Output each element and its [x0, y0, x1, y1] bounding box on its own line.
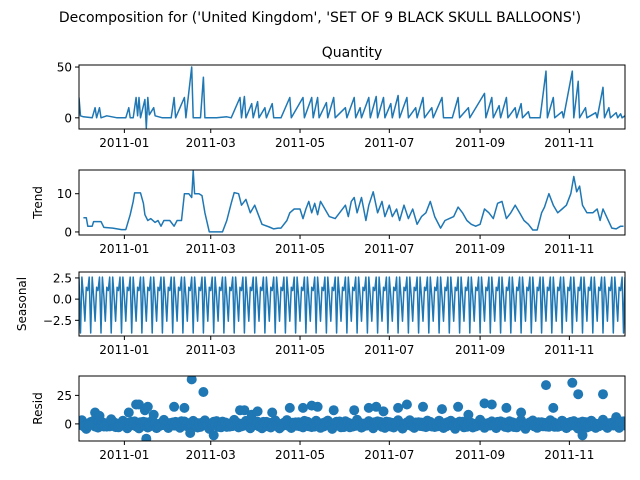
- seasonal-y-tick-label: 0.0: [53, 293, 72, 307]
- seasonal-x-tick-label: 2011-01: [99, 343, 149, 357]
- resid-point: [573, 389, 584, 400]
- seasonal-series-line: [79, 276, 625, 334]
- quantity-x-tick-label: 2011-09: [455, 136, 505, 150]
- seasonal-x-tick-label: 2011-03: [186, 343, 236, 357]
- resid-y-tick-label: 25: [57, 389, 72, 403]
- trend-x-tick-label: 2011-09: [455, 242, 505, 256]
- resid-point: [185, 428, 196, 438]
- resid-point: [239, 405, 250, 416]
- resid-point: [179, 402, 190, 413]
- trend-panel: 2011-01 2011-03 2011-05 2011-07 2011-09 2011-…: [31, 169, 626, 256]
- trend-x-tick-label: 2011-03: [186, 242, 236, 256]
- resid-x-tick-label: 2011-07: [364, 448, 414, 462]
- resid-point: [98, 421, 109, 432]
- quantity-plot-area: [79, 66, 625, 129]
- seasonal-x-tick-label: 2011-07: [364, 343, 414, 357]
- trend-axes-frame: [78, 169, 626, 236]
- resid-point: [141, 433, 152, 441]
- quantity-x-tick-label: 2011-11: [544, 136, 594, 150]
- resid-y-tick-label: 0: [64, 417, 72, 431]
- quantity-y-tick-label: 50: [57, 61, 72, 75]
- seasonal-x-tick-label: 2011-05: [275, 343, 325, 357]
- resid-plot-area: [79, 376, 625, 441]
- resid-point: [463, 409, 474, 420]
- seasonal-y-axis-label: Seasonal: [15, 277, 29, 331]
- quantity-x-tick-label: 2011-07: [364, 136, 414, 150]
- resid-point: [615, 416, 625, 427]
- seasonal-panel: 2011-01 2011-03 2011-05 2011-07 2011-09 2011-…: [15, 271, 626, 357]
- figure-title: Decomposition for ('United Kingdom', 'SE…: [59, 10, 581, 26]
- resid-point: [437, 404, 447, 415]
- resid-point: [186, 376, 197, 385]
- resid-point: [267, 407, 278, 418]
- resid-point: [94, 410, 105, 421]
- resid-y-axis-label: Resid: [31, 392, 45, 424]
- quantity-axes-frame: [78, 64, 626, 130]
- resid-point: [548, 402, 559, 413]
- resid-point: [501, 402, 512, 413]
- seasonal-plot-area: [79, 276, 625, 334]
- resid-panel: 2011-01 2011-03 2011-05 2011-07 2011-09 2011-…: [31, 375, 626, 462]
- resid-point: [123, 407, 134, 418]
- resid-point: [284, 402, 295, 413]
- quantity-panel: 2011-01 2011-03 2011-05 2011-07 2011-09 2011-…: [57, 45, 626, 150]
- seasonal-x-tick-label: 2011-09: [455, 343, 505, 357]
- trend-series-line: [83, 170, 624, 233]
- resid-point: [453, 401, 464, 412]
- resid-point: [208, 430, 219, 441]
- resid-point: [169, 401, 180, 412]
- resid-point: [142, 401, 153, 412]
- resid-x-tick-label: 2011-03: [186, 448, 236, 462]
- resid-point: [516, 407, 527, 418]
- resid-point: [298, 402, 308, 413]
- trend-y-axis-label: Trend: [31, 186, 45, 220]
- resid-point: [371, 401, 382, 412]
- trend-plot-area: [83, 170, 624, 233]
- seasonal-x-tick-label: 2011-11: [544, 343, 594, 357]
- seasonal-y-tick-label: −2.5: [43, 314, 72, 328]
- resid-point: [567, 377, 578, 388]
- resid-point: [418, 401, 428, 412]
- resid-x-tick-label: 2011-11: [544, 448, 594, 462]
- resid-point: [393, 402, 404, 413]
- quantity-x-tick-label: 2011-03: [186, 136, 236, 150]
- resid-point: [349, 405, 360, 416]
- quantity-series-line: [79, 66, 625, 129]
- resid-x-tick-label: 2011-01: [99, 448, 149, 462]
- resid-point: [401, 399, 412, 410]
- resid-x-tick-label: 2011-09: [455, 448, 505, 462]
- resid-point: [577, 430, 588, 441]
- quantity-title: Quantity: [322, 45, 383, 61]
- trend-x-tick-label: 2011-01: [99, 242, 149, 256]
- quantity-y-tick-label: 0: [64, 111, 72, 125]
- resid-axes-frame: [78, 375, 626, 442]
- resid-point: [106, 414, 117, 425]
- trend-x-tick-label: 2011-11: [544, 242, 594, 256]
- resid-point: [541, 380, 551, 391]
- resid-point: [84, 420, 95, 430]
- trend-y-tick-label: 0: [64, 225, 72, 239]
- trend-y-tick-label: 10: [57, 187, 72, 201]
- resid-point: [148, 409, 159, 420]
- seasonal-axes-frame: [78, 271, 626, 337]
- resid-point: [598, 389, 608, 400]
- trend-x-tick-label: 2011-05: [275, 242, 325, 256]
- resid-point: [312, 401, 323, 412]
- resid-point: [378, 406, 389, 417]
- resid-point: [363, 402, 374, 413]
- resid-point: [486, 399, 497, 410]
- resid-point: [113, 422, 124, 433]
- seasonal-y-tick-label: 2.5: [53, 271, 72, 285]
- resid-point: [198, 387, 209, 397]
- quantity-x-tick-label: 2011-01: [99, 136, 149, 150]
- resid-point: [328, 405, 339, 416]
- resid-x-tick-label: 2011-05: [275, 448, 325, 462]
- trend-x-tick-label: 2011-07: [364, 242, 414, 256]
- quantity-x-tick-label: 2011-05: [275, 136, 325, 150]
- resid-point: [252, 406, 263, 417]
